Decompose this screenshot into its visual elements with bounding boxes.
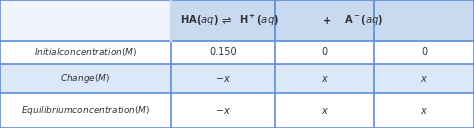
Text: $\rightleftharpoons$: $\rightleftharpoons$ (219, 15, 232, 26)
Text: $x$: $x$ (420, 74, 428, 84)
Text: $\bf\it{Change (M)}$: $\bf\it{Change (M)}$ (60, 72, 110, 85)
Text: $\mathbf{+}$: $\mathbf{+}$ (322, 15, 332, 26)
Bar (0, 41, 474, 64)
Text: $x$: $x$ (320, 74, 329, 84)
Text: 0: 0 (421, 47, 427, 57)
Bar (0, 0, 171, 41)
Text: 0: 0 (322, 47, 328, 57)
Text: $\mathbf{HA(}$$\mathit{aq}$$\mathbf{)}$: $\mathbf{HA(}$$\mathit{aq}$$\mathbf{)}$ (180, 13, 219, 28)
Text: $-x$: $-x$ (215, 106, 231, 116)
Bar (171, 0, 474, 41)
Text: $\mathbf{A^-(}$$\mathit{aq}$$\mathbf{)}$: $\mathbf{A^-(}$$\mathit{aq}$$\mathbf{)}$ (344, 13, 383, 28)
Text: $x$: $x$ (420, 106, 428, 116)
Text: $\bf\it{Initial concentration (M)}$: $\bf\it{Initial concentration (M)}$ (34, 46, 137, 58)
Bar (0, 93, 474, 128)
Bar (0, 64, 474, 93)
Text: $x$: $x$ (320, 106, 329, 116)
Text: 0.150: 0.150 (209, 47, 237, 57)
Text: $-x$: $-x$ (215, 74, 231, 84)
Text: $\mathbf{H^+(}$$\mathit{aq}$$\mathbf{)}$: $\mathbf{H^+(}$$\mathit{aq}$$\mathbf{)}$ (239, 13, 279, 28)
Text: $\bf\it{Equilibrium concentration (M)}$: $\bf\it{Equilibrium concentration (M)}$ (21, 104, 150, 117)
